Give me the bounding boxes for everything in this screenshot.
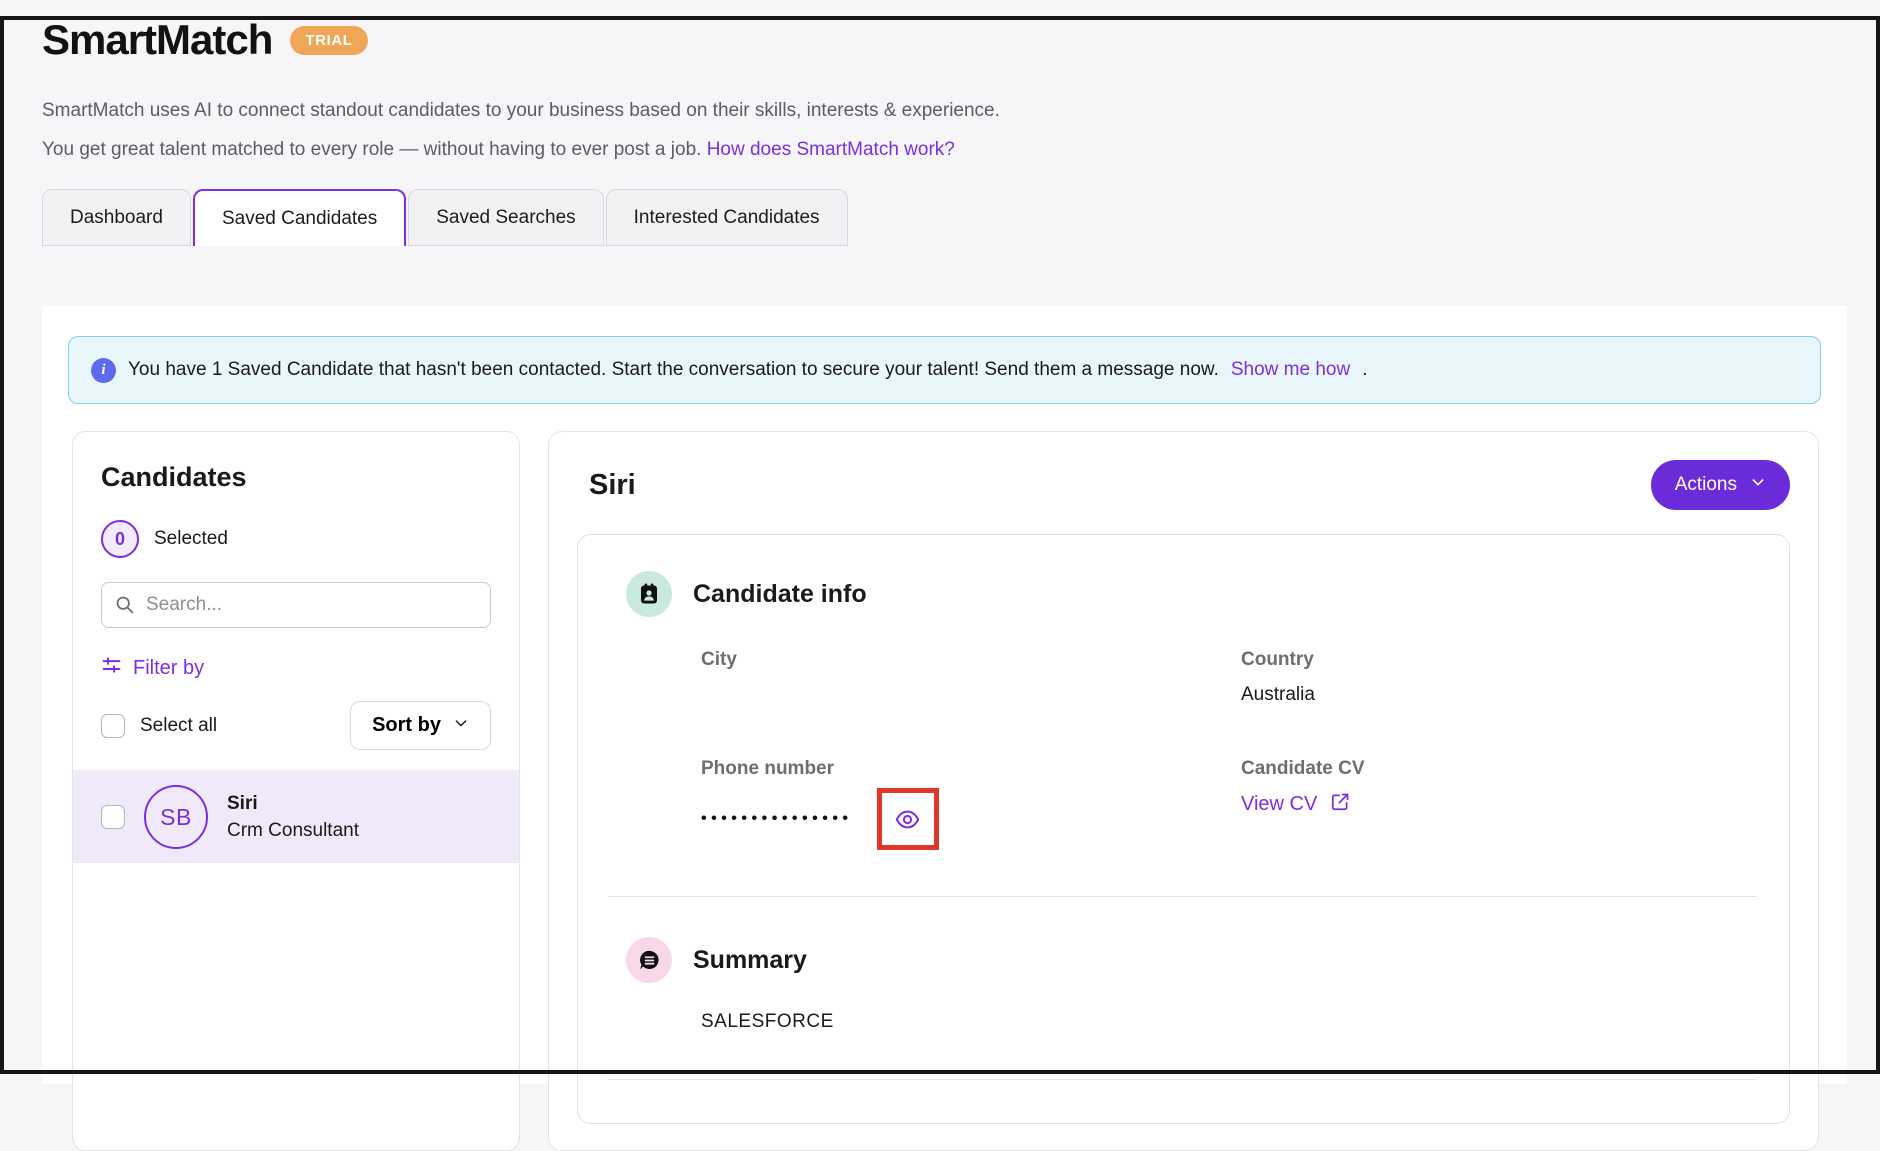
candidate-detail-panel: Siri Actions [548, 431, 1819, 1151]
select-all-control: Select all [101, 713, 218, 738]
avatar: SB [144, 785, 208, 849]
sort-by-button[interactable]: Sort by [350, 701, 491, 750]
candidate-info-title: Candidate info [693, 579, 867, 608]
tab-content-surface: i You have 1 Saved Candidate that hasn't… [42, 306, 1847, 1151]
search-input[interactable] [101, 582, 491, 628]
page-header: SmartMatch TRIAL [42, 16, 1880, 64]
actions-label: Actions [1674, 474, 1737, 495]
filter-by-button[interactable]: Filter by [101, 655, 204, 682]
external-link-icon [1330, 791, 1351, 818]
description-line-2: You get great talent matched to every ro… [42, 139, 1880, 161]
selected-label: Selected [154, 528, 228, 549]
country-value: Australia [1241, 684, 1315, 705]
info-banner: i You have 1 Saved Candidate that hasn't… [68, 336, 1821, 404]
actions-button[interactable]: Actions [1650, 460, 1790, 510]
candidate-name: Siri [227, 792, 258, 814]
field-city: City [701, 649, 1241, 710]
description-line-1: SmartMatch uses AI to connect standout c… [42, 100, 1000, 121]
select-all-label: Select all [140, 714, 218, 736]
chevron-down-icon [453, 714, 469, 737]
field-phone: Phone number ••••••••••••••• [701, 758, 1241, 850]
annotation-highlight-box [876, 788, 939, 850]
reveal-phone-eye-icon[interactable] [894, 806, 921, 833]
tab-saved-candidates[interactable]: Saved Candidates [192, 189, 407, 246]
chat-bubble-icon [626, 937, 672, 983]
select-all-checkbox[interactable] [101, 713, 125, 738]
candidates-panel-body: Candidates 0 Selected [73, 432, 519, 750]
section-divider [608, 896, 1757, 897]
tab-bar: Dashboard Saved Candidates Saved Searche… [42, 189, 1880, 246]
trial-badge: TRIAL [290, 25, 368, 55]
app-window: SmartMatch TRIAL SmartMatch uses AI to c… [0, 16, 1880, 1151]
tab-interested-candidates[interactable]: Interested Candidates [605, 189, 848, 246]
list-divider [73, 770, 519, 771]
summary-title: Summary [693, 945, 807, 974]
cv-label: Candidate CV [1241, 758, 1365, 779]
filter-icon [101, 655, 122, 682]
selected-counter: 0 Selected [101, 520, 491, 558]
show-me-how-link[interactable]: Show me how [1230, 359, 1351, 380]
detail-card: Candidate info City Country Australia [577, 534, 1790, 1124]
candidate-checkbox[interactable] [101, 805, 125, 829]
candidate-text: Siri Crm Consultant [227, 793, 359, 842]
info-banner-text: You have 1 Saved Candidate that hasn't b… [128, 359, 1219, 380]
phone-masked-value: ••••••••••••••• [701, 810, 853, 827]
search-icon [114, 594, 135, 620]
candidate-info-section-header: Candidate info [626, 571, 1759, 617]
section-divider-bottom [608, 1079, 1757, 1080]
selected-count-badge: 0 [101, 520, 139, 558]
candidate-info-fields: City Country Australia Phone number ••••… [701, 649, 1759, 850]
filter-by-label: Filter by [133, 657, 205, 679]
view-cv-link[interactable]: View CV [1241, 791, 1351, 818]
field-cv: Candidate CV View CV [1241, 758, 1759, 850]
page-title: SmartMatch [42, 16, 273, 63]
search-box [101, 582, 491, 628]
panels-row: Candidates 0 Selected [72, 431, 1819, 1151]
list-controls: Select all Sort by [101, 701, 491, 750]
summary-section-header: Summary [626, 937, 1759, 983]
candidates-heading: Candidates [101, 462, 247, 492]
candidate-role: Crm Consultant [227, 819, 359, 841]
chevron-down-icon [1750, 474, 1766, 496]
summary-content: SALESFORCE [701, 1011, 834, 1032]
phone-label: Phone number [701, 758, 835, 779]
detail-candidate-name: Siri [589, 468, 636, 501]
phone-value-row: ••••••••••••••• [701, 788, 1241, 850]
info-icon: i [91, 357, 116, 383]
sort-by-label: Sort by [372, 714, 441, 736]
candidates-panel: Candidates 0 Selected [72, 431, 520, 1151]
city-label: City [701, 649, 737, 670]
detail-header: Siri Actions [577, 458, 1790, 510]
candidate-list-item[interactable]: SB Siri Crm Consultant [73, 771, 519, 863]
tab-saved-searches[interactable]: Saved Searches [408, 189, 604, 246]
tab-dashboard[interactable]: Dashboard [42, 189, 191, 246]
country-label: Country [1241, 649, 1314, 670]
how-it-works-link[interactable]: How does SmartMatch work? [706, 139, 955, 160]
id-badge-icon [626, 571, 672, 617]
info-banner-suffix: . [1362, 359, 1368, 380]
description-line-2-text: You get great talent matched to every ro… [42, 139, 702, 160]
city-value [701, 684, 1241, 710]
field-country: Country Australia [1241, 649, 1759, 710]
view-cv-label: View CV [1241, 793, 1318, 815]
